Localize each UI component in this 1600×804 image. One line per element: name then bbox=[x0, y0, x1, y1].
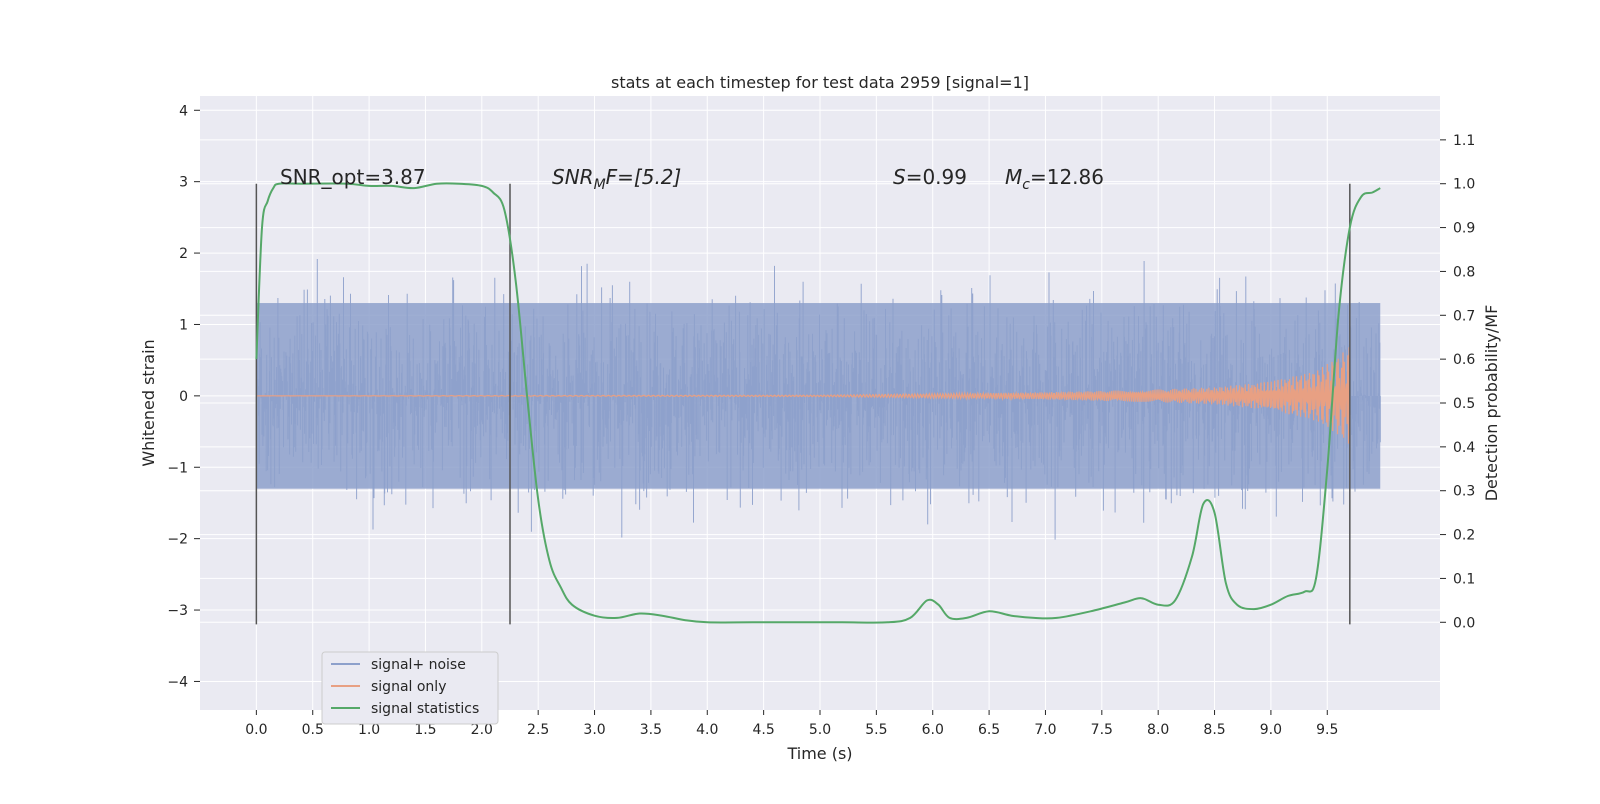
x-tick-label: 0.0 bbox=[245, 722, 267, 738]
annotation-mc: Mc=12.86 bbox=[1005, 165, 1104, 193]
y-right-tick-label: 0.5 bbox=[1453, 396, 1475, 412]
legend-label-signal-noise: signal+ noise bbox=[371, 657, 466, 673]
y-right-tick-label: 1.1 bbox=[1453, 133, 1475, 149]
x-tick-label: 7.5 bbox=[1091, 722, 1113, 738]
annotation-snr-mf-rest: F=[5.2] bbox=[606, 165, 682, 189]
y-right-tick-label: 0.6 bbox=[1453, 352, 1475, 368]
y-right-tick-label: 0.9 bbox=[1453, 221, 1475, 237]
annotation-s: S=0.99 bbox=[893, 165, 967, 189]
y-right-tick-labels: 1.1 1.0 0.9 0.8 0.7 0.6 0.5 0.4 0.3 0.2 0.1 0.0 bbox=[1440, 133, 1475, 631]
y-left-tick-label: 1 bbox=[179, 317, 188, 333]
signal-statistics-line bbox=[255, 182, 1381, 624]
x-tick-label: 9.5 bbox=[1316, 722, 1338, 738]
x-tick-label: 5.5 bbox=[865, 722, 887, 738]
x-tick-label: 2.5 bbox=[527, 722, 549, 738]
annotation-snr-mf: SNRMF=[5.2] bbox=[552, 165, 681, 193]
y-right-tick-label: 0.8 bbox=[1453, 264, 1475, 280]
x-tick-label: 1.5 bbox=[414, 722, 436, 738]
legend-box bbox=[321, 651, 499, 725]
y-left-tick-labels: 4 3 2 1 0 −1 −2 −3 −4 bbox=[167, 103, 200, 690]
y-left-axis-label: Whitened strain bbox=[139, 339, 158, 466]
y-right-tick-label: 1.0 bbox=[1453, 177, 1475, 193]
x-tick-label: 8.5 bbox=[1203, 722, 1225, 738]
annotation-snr-mf-sub: M bbox=[594, 177, 606, 193]
x-tick-label: 1.0 bbox=[358, 722, 380, 738]
x-tick-labels: 0.0 0.5 1.0 1.5 2.0 2.5 3.0 3.5 4.0 4.5 5.0 5.5 6.0 6… bbox=[245, 710, 1338, 738]
x-tick-label: 6.0 bbox=[922, 722, 944, 738]
x-tick-label: 7.0 bbox=[1034, 722, 1056, 738]
chart-title: stats at each timestep for test data 295… bbox=[611, 73, 1029, 92]
x-tick-label: 3.5 bbox=[640, 722, 662, 738]
x-tick-label: 4.5 bbox=[753, 722, 775, 738]
y-left-tick-label: 3 bbox=[179, 175, 188, 191]
vertical-markers bbox=[255, 183, 1351, 625]
x-tick-label: 6.5 bbox=[978, 722, 1000, 738]
annotation-mc-var: M bbox=[1005, 165, 1022, 189]
y-right-tick-label: 0.3 bbox=[1453, 484, 1475, 500]
annotation-snr-mf-main: SNR bbox=[552, 165, 594, 189]
annotation-snr-opt: SNR_opt=3.87 bbox=[280, 165, 426, 189]
annotation-s-val: =0.99 bbox=[906, 165, 967, 189]
x-tick-label: 8.0 bbox=[1147, 722, 1169, 738]
x-tick-label: 0.5 bbox=[302, 722, 324, 738]
x-tick-label: 4.0 bbox=[696, 722, 718, 738]
y-right-tick-label: 0.7 bbox=[1453, 308, 1475, 324]
legend-label-signal-statistics: signal statistics bbox=[371, 701, 479, 717]
y-right-axis-label: Detection probability/MF bbox=[1482, 305, 1501, 502]
x-tick-label: 5.0 bbox=[809, 722, 831, 738]
y-right-tick-label: 0.2 bbox=[1453, 528, 1475, 544]
y-left-tick-label: −2 bbox=[167, 532, 188, 548]
legend-label-signal-only: signal only bbox=[371, 679, 446, 695]
annotation-s-var: S bbox=[893, 165, 906, 189]
signal-only-trace bbox=[256, 347, 1351, 444]
y-left-tick-label: −1 bbox=[167, 460, 188, 476]
x-tick-label: 9.0 bbox=[1260, 722, 1282, 738]
y-left-tick-label: 0 bbox=[179, 389, 188, 405]
y-left-tick-label: 2 bbox=[179, 246, 188, 262]
legend: signal+ noise signal only signal statist… bbox=[321, 651, 499, 725]
y-left-tick-label: 4 bbox=[179, 103, 188, 119]
y-right-tick-label: 0.0 bbox=[1453, 615, 1475, 631]
y-left-tick-label: −4 bbox=[167, 674, 188, 690]
x-tick-label: 2.0 bbox=[471, 722, 493, 738]
signal-only-series bbox=[256, 347, 1351, 444]
annotation-mc-val: =12.86 bbox=[1030, 165, 1104, 189]
y-right-tick-label: 0.1 bbox=[1453, 571, 1475, 587]
y-left-tick-label: −3 bbox=[167, 603, 188, 619]
annotation-mc-sub: c bbox=[1022, 177, 1030, 193]
x-axis-label: Time (s) bbox=[786, 744, 852, 763]
x-tick-label: 3.0 bbox=[583, 722, 605, 738]
y-right-tick-label: 0.4 bbox=[1453, 440, 1475, 456]
